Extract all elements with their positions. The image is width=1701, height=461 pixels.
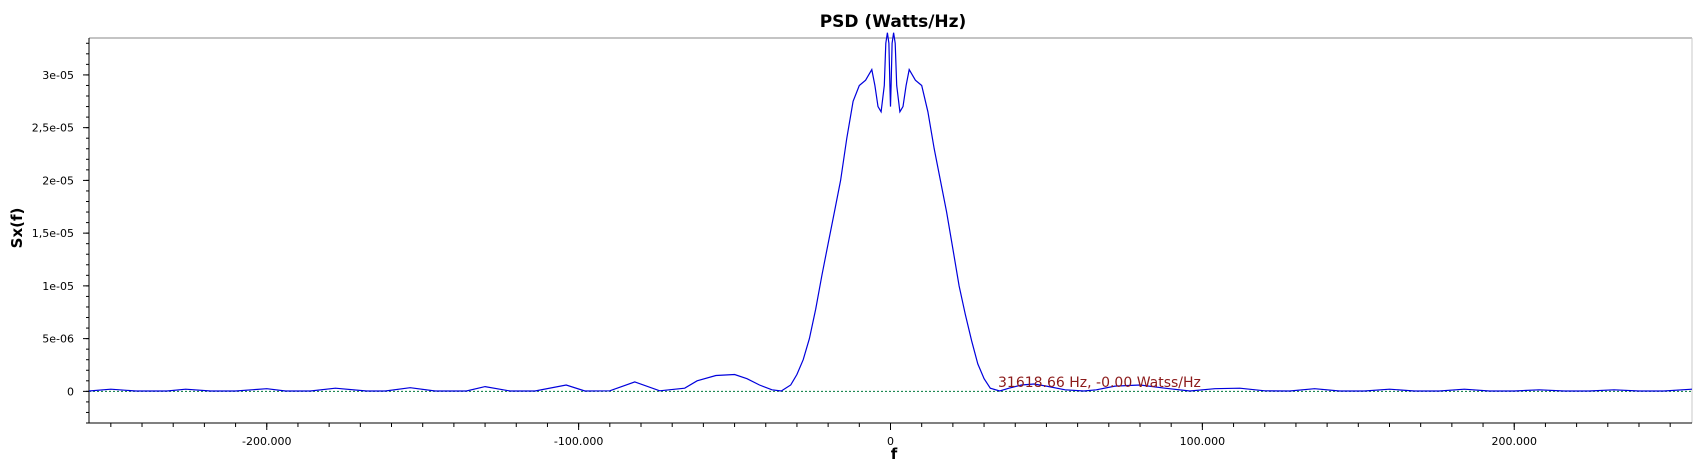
y-tick-label: 1,5e-05 <box>32 227 74 240</box>
x-tick-label: 200.000 <box>1491 435 1537 448</box>
y-tick-label: 2e-05 <box>42 174 74 187</box>
y-tick-label: 0 <box>67 385 74 398</box>
x-tick-label: -200.000 <box>242 435 291 448</box>
x-tick-label: -100.000 <box>554 435 603 448</box>
y-tick-label: 1e-05 <box>42 280 74 293</box>
x-axis-label: f <box>891 445 898 461</box>
x-tick-label: 0 <box>887 435 894 448</box>
y-tick-label: 3e-05 <box>42 69 74 82</box>
x-tick-label: 100.000 <box>1180 435 1226 448</box>
x-axis-ticks: -200.000 -100.000 0 100.000 200.000 <box>110 423 1671 448</box>
y-axis-label: Sx(f) <box>8 208 26 249</box>
y-tick-label: 5e-06 <box>42 333 74 346</box>
y-tick-label: 2,5e-05 <box>32 122 74 135</box>
chart-title: PSD (Watts/Hz) <box>820 12 967 32</box>
y-axis-ticks: 0 5e-06 1e-05 1,5e-05 2e-05 2,5e-05 3e-05 <box>32 42 89 424</box>
psd-series-line <box>88 32 1693 392</box>
marker-readout: 31618.66 Hz, -0.00 Watss/Hz <box>998 375 1201 391</box>
